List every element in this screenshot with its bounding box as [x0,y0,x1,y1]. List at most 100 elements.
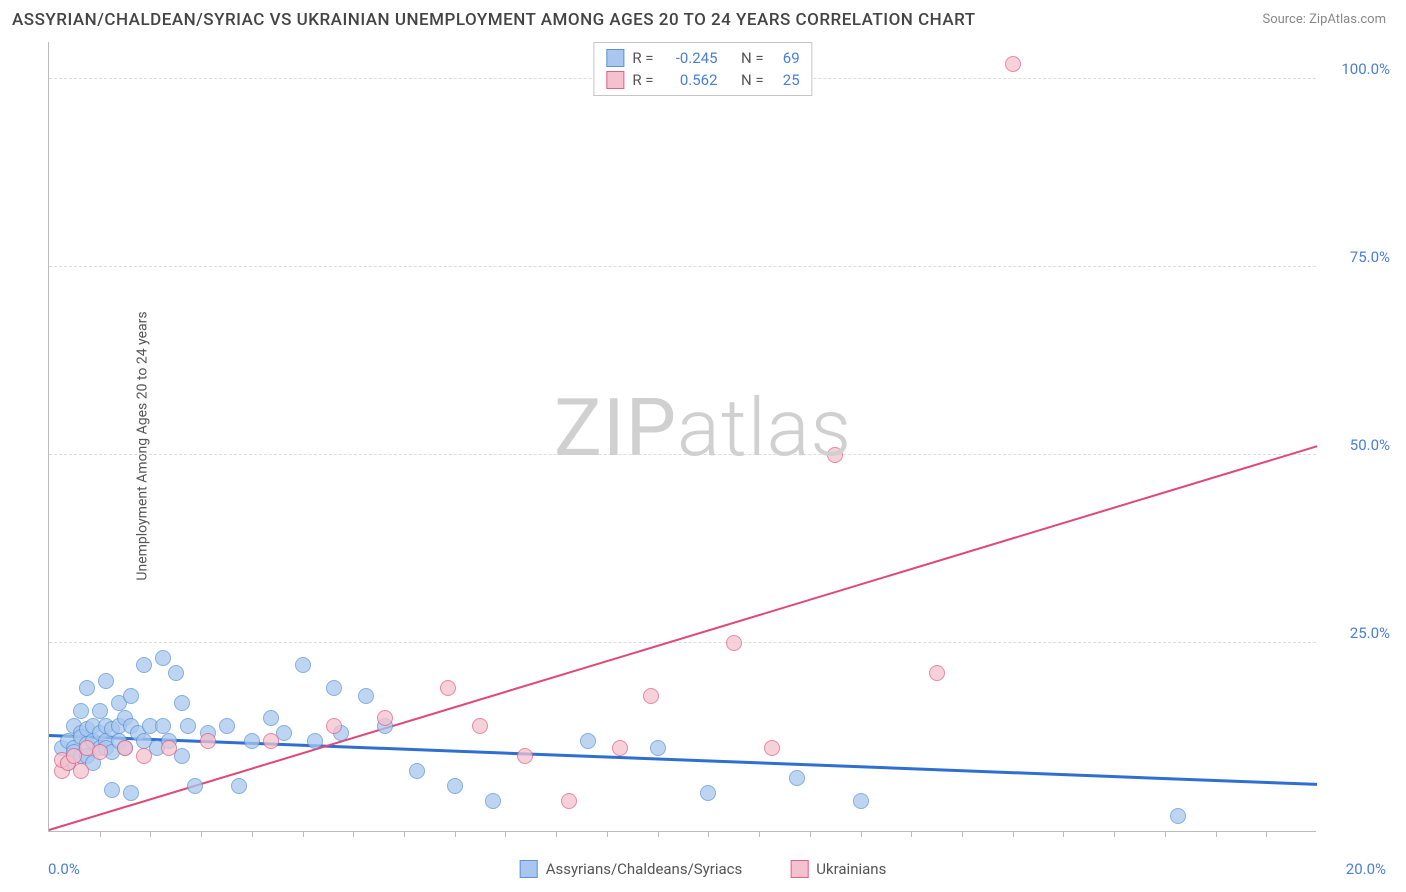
data-point [726,635,742,651]
x-tick [759,831,760,837]
legend-swatch [790,860,808,878]
stat-n-label: N = [741,71,764,89]
x-tick [1165,831,1166,837]
series-swatch [606,71,624,89]
data-point [485,793,501,809]
x-tick [962,831,963,837]
data-point [827,447,843,463]
legend-label: Assyrians/Chaldeans/Syriacs [546,860,743,878]
stat-r-label: R = [632,71,653,89]
x-tick [252,831,253,837]
data-point [136,657,152,673]
data-point [98,673,114,689]
data-point [104,782,120,798]
legend-swatch [520,860,538,878]
x-tick [556,831,557,837]
x-tick [911,831,912,837]
stat-r-label: R = [632,49,653,67]
data-point [929,665,945,681]
data-point [472,718,488,734]
legend: Assyrians/Chaldeans/Syriacs Ukrainians [520,860,887,878]
x-axis-min-label: 0.0% [48,860,80,878]
data-point [136,748,152,764]
data-point [117,740,133,756]
data-point [561,793,577,809]
x-tick [201,831,202,837]
series-swatch [606,49,624,67]
plot-area: 25.0%50.0%75.0%100.0% [48,42,1316,832]
data-point [307,733,323,749]
x-tick [100,831,101,837]
x-tick [861,831,862,837]
y-tick-label: 100.0% [1341,60,1390,78]
x-tick [1114,831,1115,837]
data-point [1170,808,1186,824]
stat-n-value: 25 [772,71,800,89]
legend-item: Assyrians/Chaldeans/Syriacs [520,860,743,878]
x-tick [1013,831,1014,837]
data-point [326,680,342,696]
data-point [73,703,89,719]
correlation-stats-box: R = -0.245 N = 69 R = 0.562 N = 25 [593,42,812,96]
stats-row: R = 0.562 N = 25 [606,69,799,91]
data-point [643,688,659,704]
data-point [79,680,95,696]
x-tick [810,831,811,837]
x-tick [708,831,709,837]
x-tick [455,831,456,837]
data-point [244,733,260,749]
y-tick-label: 75.0% [1350,248,1390,266]
x-tick [1216,831,1217,837]
stat-r-value: 0.562 [662,71,718,89]
x-tick [658,831,659,837]
stat-n-value: 69 [772,49,800,67]
x-tick [150,831,151,837]
data-point [377,710,393,726]
data-point [123,688,139,704]
data-point [853,793,869,809]
source-attribution: Source: ZipAtlas.com [1262,12,1386,27]
x-tick [607,831,608,837]
data-point [263,733,279,749]
legend-item: Ukrainians [790,860,886,878]
data-point [92,744,108,760]
trend-line [49,445,1318,831]
data-point [200,733,216,749]
data-point [263,710,279,726]
data-point [447,778,463,794]
data-point [409,763,425,779]
x-axis-max-label: 20.0% [1346,860,1386,878]
data-point [580,733,596,749]
x-tick [303,831,304,837]
data-point [92,703,108,719]
data-point [789,770,805,786]
data-point [517,748,533,764]
data-point [123,785,139,801]
stats-row: R = -0.245 N = 69 [606,47,799,69]
data-point [219,718,235,734]
chart-title: ASSYRIAN/CHALDEAN/SYRIAC VS UKRAINIAN UN… [12,10,976,30]
data-point [174,695,190,711]
gridline [49,454,1316,455]
x-tick [1063,831,1064,837]
data-point [73,763,89,779]
y-tick-label: 50.0% [1350,436,1390,454]
data-point [612,740,628,756]
stat-r-value: -0.245 [662,49,718,67]
x-tick [353,831,354,837]
stat-n-label: N = [741,49,764,67]
gridline [49,266,1316,267]
data-point [650,740,666,756]
gridline [49,642,1316,643]
data-point [231,778,247,794]
data-point [161,740,177,756]
y-tick-label: 25.0% [1350,624,1390,642]
data-point [187,778,203,794]
data-point [180,718,196,734]
data-point [700,785,716,801]
data-point [440,680,456,696]
x-tick [1266,831,1267,837]
data-point [764,740,780,756]
data-point [1005,56,1021,72]
legend-label: Ukrainians [816,860,886,878]
